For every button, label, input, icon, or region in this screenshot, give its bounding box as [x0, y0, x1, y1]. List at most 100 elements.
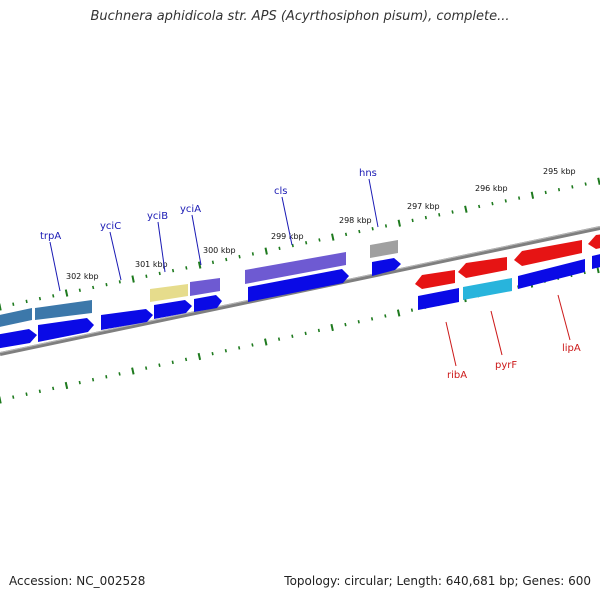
- ruler-minor-tick: [544, 190, 547, 195]
- ruler-major-tick: [131, 367, 135, 375]
- ruler-minor-tick: [491, 201, 494, 206]
- gene-label-cls[interactable]: cls: [274, 186, 288, 197]
- ruler-minor-tick: [317, 328, 320, 333]
- ruler-label-302: 302 kbp: [66, 272, 99, 281]
- cds-arrow[interactable]: [38, 318, 94, 342]
- ruler-minor-tick: [557, 187, 561, 192]
- ruler-major-tick: [597, 177, 600, 185]
- gene-feature-yciA[interactable]: [190, 278, 220, 296]
- ruler-minor-tick: [251, 343, 254, 347]
- ruler-major-tick: [64, 289, 69, 297]
- gene-feature-hns[interactable]: [370, 240, 398, 258]
- ruler-minor-tick: [424, 215, 427, 220]
- ruler-minor-tick: [105, 375, 108, 379]
- ruler-minor-tick: [118, 280, 121, 284]
- leader-line-cls: [281, 196, 293, 246]
- accession-text: Accession: NC_002528: [9, 574, 146, 588]
- ruler-major-tick: [397, 219, 401, 227]
- ruler-minor-tick: [25, 299, 28, 304]
- ruler-minor-tick: [171, 268, 175, 273]
- gene-feature-pyrF[interactable]: [458, 257, 507, 278]
- leader-line-hns: [368, 178, 379, 228]
- ruler-minor-tick: [52, 294, 55, 298]
- ruler-label-296: 296 kbp: [475, 184, 508, 193]
- ruler-minor-tick: [584, 182, 587, 186]
- ruler-minor-tick: [251, 252, 254, 256]
- ruler-major-tick: [396, 309, 401, 317]
- ruler-minor-tick: [571, 185, 574, 189]
- cds-arrow[interactable]: [248, 269, 349, 302]
- gene-label-yciA[interactable]: yciA: [180, 204, 201, 215]
- gene-feature-trpA[interactable]: [35, 300, 92, 320]
- gene-label-yciC[interactable]: yciC: [100, 221, 121, 232]
- ruler-major-tick: [0, 303, 2, 311]
- leader-line-trpA: [49, 241, 61, 292]
- gene-label-ribA[interactable]: ribA: [447, 370, 467, 381]
- map-title: Buchnera aphidicola str. APS (Acyrthosip…: [90, 9, 510, 24]
- ruler-label-300: 300 kbp: [203, 246, 236, 255]
- leader-line-yciA: [191, 214, 202, 266]
- ruler-label-297: 297 kbp: [407, 202, 440, 211]
- leader-line-yciC: [109, 231, 122, 281]
- ruler-major-tick: [131, 275, 135, 283]
- ruler-minor-tick: [410, 308, 414, 312]
- gene-feature-lipA[interactable]: [514, 240, 582, 266]
- ruler-major-tick: [264, 338, 268, 346]
- ruler-minor-tick: [25, 392, 28, 396]
- ruler-minor-tick: [291, 334, 294, 338]
- ruler-minor-tick: [211, 260, 215, 265]
- gene-label-hns[interactable]: hns: [359, 168, 377, 179]
- ruler-minor-tick: [78, 380, 81, 385]
- cds-arrow[interactable]: [0, 329, 37, 349]
- ruler-minor-tick: [78, 288, 81, 292]
- gene-feature-yciB[interactable]: [150, 284, 188, 302]
- cds-bar[interactable]: [592, 253, 600, 269]
- ruler-minor-tick: [211, 351, 214, 356]
- cds-bar[interactable]: [518, 259, 585, 289]
- leader-line-ribA: [445, 321, 457, 367]
- ruler-minor-tick: [238, 254, 241, 259]
- gene-feature-trpA-left[interactable]: [0, 308, 32, 328]
- ruler-minor-tick: [451, 210, 454, 214]
- ruler-minor-tick: [344, 322, 347, 327]
- ruler-minor-tick: [92, 285, 95, 290]
- ruler-major-tick: [264, 247, 268, 255]
- gene-feature-edge[interactable]: [588, 234, 600, 249]
- ruler-minor-tick: [478, 204, 481, 209]
- ruler-minor-tick: [12, 302, 15, 306]
- ruler-label-295: 295 kbp: [543, 167, 576, 176]
- gene-feature-cls[interactable]: [245, 252, 346, 284]
- gene-label-trpA[interactable]: trpA: [40, 231, 61, 242]
- topology-text: Topology: circular; Length: 640,681 bp; …: [284, 574, 591, 588]
- cds-arrow[interactable]: [154, 300, 192, 319]
- forward-gene-labels: trpA yciC yciB yciA cls hns: [40, 168, 379, 292]
- leader-line-yciB: [157, 221, 166, 273]
- ruler-minor-tick: [238, 346, 241, 350]
- ruler-minor-tick: [38, 296, 42, 301]
- ruler-major-tick: [197, 261, 202, 269]
- cds-bar-pyrF[interactable]: [463, 278, 512, 300]
- gene-label-lipA[interactable]: lipA: [562, 343, 581, 354]
- ruler-major-tick: [331, 233, 335, 241]
- cds-bar[interactable]: [418, 288, 459, 310]
- cds-arrow[interactable]: [372, 258, 401, 276]
- ruler-minor-tick: [38, 389, 41, 394]
- cds-arrow[interactable]: [194, 295, 222, 312]
- ruler-minor-tick: [158, 271, 161, 276]
- ruler-minor-tick: [184, 357, 188, 362]
- gene-label-yciB[interactable]: yciB: [147, 211, 168, 222]
- gene-feature-ribA[interactable]: [415, 270, 455, 289]
- gene-label-pyrF[interactable]: pyrF: [495, 360, 517, 371]
- ruler-minor-tick: [318, 238, 321, 242]
- ruler-minor-tick: [105, 282, 108, 287]
- ruler-minor-tick: [185, 266, 188, 270]
- ruler-minor-tick: [357, 320, 360, 324]
- ruler-minor-tick: [344, 232, 348, 237]
- ruler-minor-tick: [305, 241, 308, 245]
- ruler-minor-tick: [118, 372, 121, 376]
- ruler-major-tick: [330, 323, 334, 332]
- ruler-minor-tick: [518, 196, 521, 200]
- reverse-cds-features: [418, 253, 600, 310]
- cds-arrow[interactable]: [101, 309, 153, 330]
